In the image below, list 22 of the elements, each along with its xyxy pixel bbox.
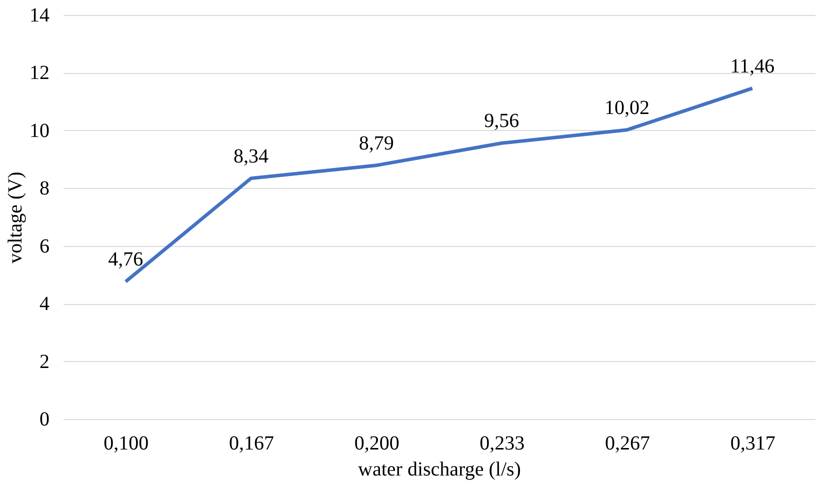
x-tick-label: 0,233 (480, 432, 525, 454)
x-tick-label: 0,100 (104, 432, 149, 454)
y-tick-label: 14 (30, 4, 50, 26)
data-label: 10,02 (604, 96, 650, 119)
y-tick-label: 2 (40, 350, 50, 373)
y-tick-label: 10 (30, 120, 50, 142)
x-tick-label: 0,167 (229, 432, 274, 454)
x-tick-label: 0,267 (605, 432, 650, 454)
y-tick-label: 12 (30, 62, 50, 84)
data-label: 9,56 (484, 110, 520, 132)
y-axis-title: voltage (V) (4, 172, 26, 264)
x-axis-title: water discharge (l/s) (358, 458, 521, 480)
y-tick-label: 6 (40, 235, 50, 258)
y-tick-label: 4 (40, 293, 50, 316)
data-label: 4,76 (108, 248, 144, 271)
data-label: 8,34 (234, 145, 268, 168)
y-tick-label: 8 (40, 178, 50, 200)
x-tick-label: 0,200 (354, 432, 400, 454)
data-label: 8,79 (358, 132, 394, 154)
x-tick-label: 0,317 (730, 432, 776, 454)
data-label: 11,46 (730, 55, 774, 78)
y-tick-label: 0 (40, 408, 50, 430)
